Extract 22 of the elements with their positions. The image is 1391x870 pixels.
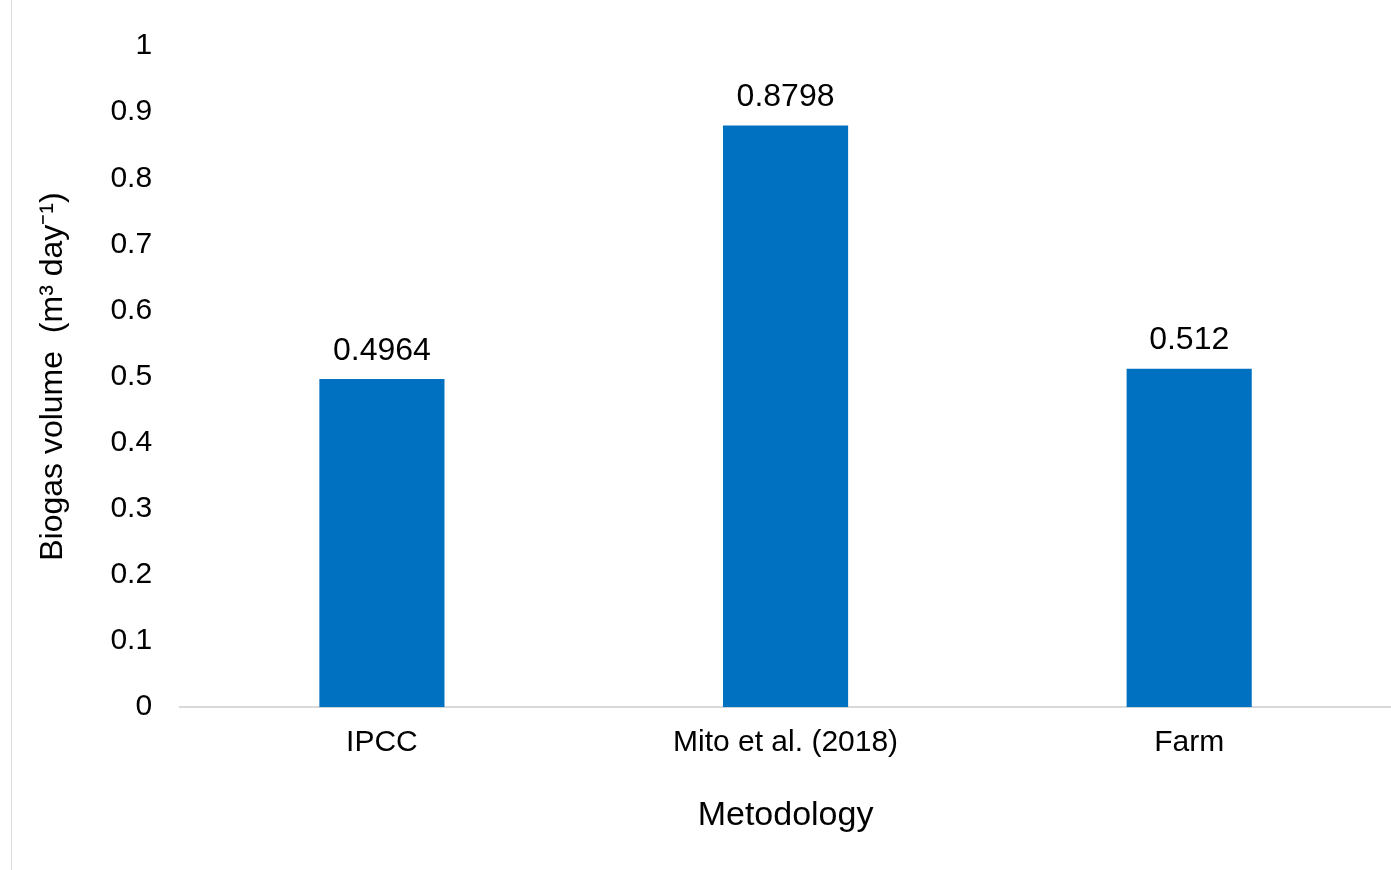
y-tick-label: 0.6: [110, 291, 153, 325]
y-tick-label: 0.1: [110, 622, 153, 656]
x-tick-label: Mito et al. (2018): [673, 724, 899, 758]
y-tick-label: 1: [135, 27, 153, 61]
y-tick-label: 0.7: [110, 225, 153, 259]
y-axis-title: Biogas volume (m³ day⁻¹): [33, 192, 70, 561]
x-axis-title: Metodology: [697, 793, 874, 832]
x-tick-label: Farm: [1154, 724, 1225, 758]
data-label: 0.4964: [332, 330, 431, 367]
x-tick-label: IPCC: [346, 724, 418, 758]
y-tick-label: 0.2: [110, 556, 153, 590]
y-tick-label: 0.3: [110, 490, 153, 524]
y-tick-label: 0: [135, 688, 153, 722]
bar: [722, 125, 849, 708]
y-tick-label: 0.9: [110, 93, 153, 127]
bar: [1126, 368, 1252, 708]
y-tick-label: 0.8: [110, 159, 153, 193]
y-tick-label: 0.4: [110, 423, 153, 457]
data-label: 0.512: [1149, 320, 1230, 357]
data-label: 0.8798: [736, 77, 835, 114]
bar: [319, 378, 445, 708]
y-tick-label: 0.5: [110, 357, 153, 391]
